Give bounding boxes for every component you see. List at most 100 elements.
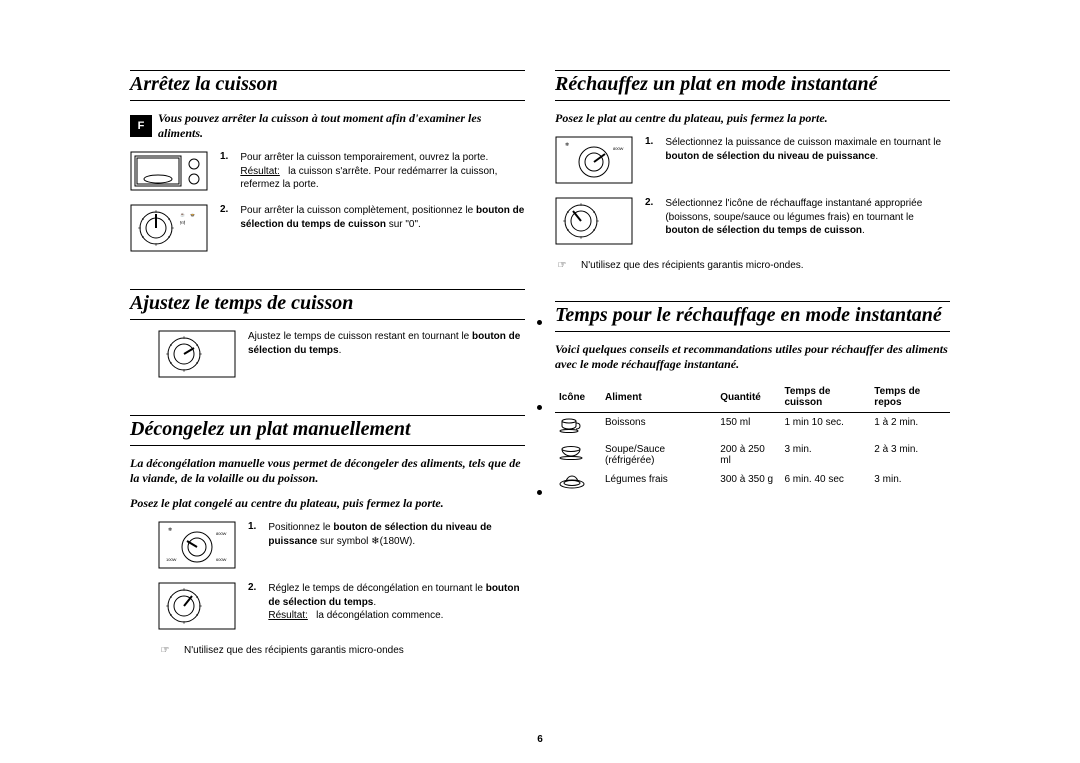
step-number: 1. xyxy=(248,521,256,532)
right-column: Réchauffez un plat en mode instantané Po… xyxy=(555,70,950,662)
step-body: Pour arrêter la cuisson complètement, po… xyxy=(240,205,476,216)
cell-qty: 200 à 250 ml xyxy=(716,440,780,470)
timer-dial-illustration: ☕ 🍲 🍽 xyxy=(130,204,208,257)
cell-food: Soupe/Sauce (réfrigérée) xyxy=(601,440,716,470)
step-body: . xyxy=(875,151,878,162)
cell-food: Boissons xyxy=(601,413,716,441)
section-title-times: Temps pour le réchauffage en mode instan… xyxy=(555,301,950,332)
step-row: ❄ 800W 600W 100W 1. Positionnez le bouto… xyxy=(158,521,525,574)
cell-rest: 1 à 2 min. xyxy=(870,413,950,441)
food-icon-bowl xyxy=(555,440,601,470)
step-number: 2. xyxy=(248,582,256,593)
step-row: 2. Réglez le temps de décongélation en t… xyxy=(158,582,525,635)
step-body: Positionnez le xyxy=(268,522,333,533)
svg-text:800W: 800W xyxy=(216,531,227,536)
step-body: sur symbol xyxy=(317,536,371,547)
page-number: 6 xyxy=(0,734,1080,745)
svg-text:100W: 100W xyxy=(166,557,177,562)
language-tab: F xyxy=(130,115,152,137)
step-body: sur "0". xyxy=(386,219,421,230)
left-column: Arrêtez la cuisson Vous pouvez arrêter l… xyxy=(130,70,525,662)
result-label: Résultat: xyxy=(240,166,279,177)
table-row: Boissons 150 ml 1 min 10 sec. 1 à 2 min. xyxy=(555,413,950,441)
step-body: Ajustez le temps de cuisson restant en t… xyxy=(248,331,472,342)
section-intro: Vous pouvez arrêter la cuisson à tout mo… xyxy=(130,111,525,141)
food-icon-plate xyxy=(555,470,601,497)
note-text: N'utilisez que des récipients garantis m… xyxy=(184,645,404,656)
step-text: Positionnez le bouton de sélection du ni… xyxy=(268,521,525,548)
step-body: (180W). xyxy=(380,536,416,547)
power-dial-illustration: ❄ 800W xyxy=(555,136,633,189)
binding-dots xyxy=(537,240,543,575)
section-intro: Voici quelques conseils et recommandatio… xyxy=(555,342,950,372)
result-label: Résultat: xyxy=(268,610,307,621)
microwave-illustration xyxy=(130,151,208,196)
col-qty: Quantité xyxy=(716,382,780,413)
step-text: Ajustez le temps de cuisson restant en t… xyxy=(248,330,525,357)
step-number: 1. xyxy=(220,151,228,162)
svg-text:800W: 800W xyxy=(613,146,624,151)
step-row: 2. Sélectionnez l'icône de réchauffage i… xyxy=(555,197,950,250)
cell-qty: 150 ml xyxy=(716,413,780,441)
section-title-stop: Arrêtez la cuisson xyxy=(130,70,525,101)
food-icon-cup xyxy=(555,413,601,441)
col-icon: Icône xyxy=(555,382,601,413)
table-row: Légumes frais 300 à 350 g 6 min. 40 sec … xyxy=(555,470,950,497)
step-number: 1. xyxy=(645,136,653,147)
svg-text:600W: 600W xyxy=(216,557,227,562)
power-dial-illustration: ❄ 800W 600W 100W xyxy=(158,521,236,574)
col-food: Aliment xyxy=(601,382,716,413)
section-title-reheat: Réchauffez un plat en mode instantané xyxy=(555,70,950,101)
note-row: ☞ N'utilisez que des récipients garantis… xyxy=(158,645,525,656)
step-text: Pour arrêter la cuisson temporairement, … xyxy=(240,151,525,192)
step-row: ❄ 800W 1. Sélectionnez la puissance de c… xyxy=(555,136,950,189)
step-text: Sélectionnez l'icône de réchauffage inst… xyxy=(665,197,950,238)
timer-dial-illustration xyxy=(158,330,236,383)
step-row: ☕ 🍲 🍽 2. Pour arrêter la cuisson complète… xyxy=(130,204,525,257)
section-intro: Posez le plat au centre du plateau, puis… xyxy=(555,111,950,126)
step-bold: bouton de sélection du niveau de puissan… xyxy=(665,151,875,162)
section-title-defrost: Décongelez un plat manuellement xyxy=(130,415,525,446)
step-row: Ajustez le temps de cuisson restant en t… xyxy=(158,330,525,383)
reheat-times-table: Icône Aliment Quantité Temps de cuisson … xyxy=(555,382,950,497)
timer-dial-illustration xyxy=(555,197,633,250)
step-bold: bouton de sélection du temps de cuisson xyxy=(665,225,862,236)
section-title-adjust: Ajustez le temps de cuisson xyxy=(130,289,525,320)
cell-cook: 6 min. 40 sec xyxy=(780,470,870,497)
defrost-icon: ❄ xyxy=(371,536,379,547)
note-icon: ☞ xyxy=(555,260,569,271)
cell-qty: 300 à 350 g xyxy=(716,470,780,497)
svg-text:❄: ❄ xyxy=(565,142,569,148)
step-number: 2. xyxy=(645,197,653,208)
step-number: 2. xyxy=(220,204,228,215)
step-body: Pour arrêter la cuisson temporairement, … xyxy=(240,152,488,163)
svg-text:🍽: 🍽 xyxy=(180,220,185,225)
step-body: Sélectionnez la puissance de cuisson max… xyxy=(665,137,941,148)
step-body: Réglez le temps de décongélation en tour… xyxy=(268,583,485,594)
section-intro: Posez le plat congelé au centre du plate… xyxy=(130,496,525,511)
section-intro: La décongélation manuelle vous permet de… xyxy=(130,456,525,486)
result-text: la décongélation commence. xyxy=(316,610,443,621)
svg-text:☕: ☕ xyxy=(180,212,185,217)
cell-food: Légumes frais xyxy=(601,470,716,497)
step-body: . xyxy=(373,597,376,608)
col-cook: Temps de cuisson xyxy=(780,382,870,413)
timer-dial-illustration xyxy=(158,582,236,635)
table-row: Soupe/Sauce (réfrigérée) 200 à 250 ml 3 … xyxy=(555,440,950,470)
note-icon: ☞ xyxy=(158,645,172,656)
note-text: N'utilisez que des récipients garantis m… xyxy=(581,260,804,271)
step-row: 1. Pour arrêter la cuisson temporairemen… xyxy=(130,151,525,196)
svg-text:🍲: 🍲 xyxy=(190,212,195,217)
cell-rest: 2 à 3 min. xyxy=(870,440,950,470)
step-body: . xyxy=(339,345,342,356)
step-text: Sélectionnez la puissance de cuisson max… xyxy=(665,136,950,163)
cell-cook: 1 min 10 sec. xyxy=(780,413,870,441)
svg-text:❄: ❄ xyxy=(168,527,172,533)
cell-cook: 3 min. xyxy=(780,440,870,470)
step-body: . xyxy=(862,225,865,236)
step-body: Sélectionnez l'icône de réchauffage inst… xyxy=(665,198,922,223)
note-row: ☞ N'utilisez que des récipients garantis… xyxy=(555,260,950,271)
col-rest: Temps de repos xyxy=(870,382,950,413)
step-text: Pour arrêter la cuisson complètement, po… xyxy=(240,204,525,231)
step-text: Réglez le temps de décongélation en tour… xyxy=(268,582,525,623)
